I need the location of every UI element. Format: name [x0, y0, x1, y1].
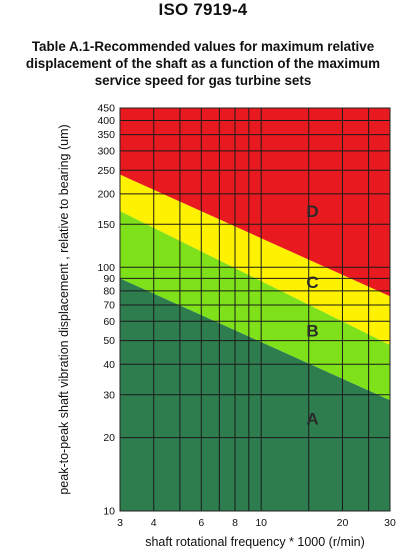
y-tick-label: 300 — [97, 146, 115, 158]
x-tick-label: 8 — [232, 517, 238, 529]
y-tick-label: 20 — [103, 432, 115, 444]
x-tick-label: 10 — [255, 517, 267, 529]
y-tick-label: 100 — [97, 262, 115, 274]
y-tick-label: 250 — [97, 165, 115, 177]
y-axis-label: peak-to-peak shaft vibration displacemen… — [57, 124, 71, 494]
y-tick-label: 450 — [97, 103, 115, 115]
y-tick-label: 200 — [97, 188, 115, 200]
y-tick-label: 90 — [103, 273, 115, 285]
y-tick-label: 400 — [97, 115, 115, 127]
y-tick-label: 10 — [103, 506, 115, 518]
x-tick-label: 20 — [337, 517, 349, 529]
y-tick-label: 150 — [97, 219, 115, 231]
zone-label-a: A — [306, 409, 318, 428]
x-tick-label: 3 — [117, 517, 123, 529]
x-axis-label: shaft rotational frequency * 1000 (r/min… — [145, 535, 365, 549]
y-tick-label: 40 — [103, 359, 115, 371]
x-tick-label: 6 — [198, 517, 204, 529]
y-tick-label: 60 — [103, 316, 115, 328]
y-tick-label: 50 — [103, 335, 115, 347]
y-tick-label: 30 — [103, 389, 115, 401]
zone-label-d: D — [306, 202, 318, 221]
tick-labels: 1020304050607080901001502002503003504004… — [97, 103, 396, 529]
zone-label-c: C — [306, 273, 318, 292]
zone-b-area — [120, 211, 390, 401]
zone-areas — [120, 108, 390, 511]
zone-c-area — [120, 174, 390, 345]
x-tick-label: 4 — [151, 517, 157, 529]
zone-label-b: B — [306, 322, 318, 341]
y-tick-label: 350 — [97, 129, 115, 141]
table-caption: Table A.1-Recommended values for maximum… — [25, 39, 381, 88]
plot-frame — [119, 107, 391, 512]
y-tick-label: 80 — [103, 285, 115, 297]
zone-labels: A B C D — [306, 202, 318, 428]
zone-d-area — [120, 108, 390, 297]
y-tick-label: 70 — [103, 300, 115, 312]
standard-title: ISO 7919-4 — [158, 0, 248, 19]
x-tick-label: 30 — [384, 517, 396, 529]
